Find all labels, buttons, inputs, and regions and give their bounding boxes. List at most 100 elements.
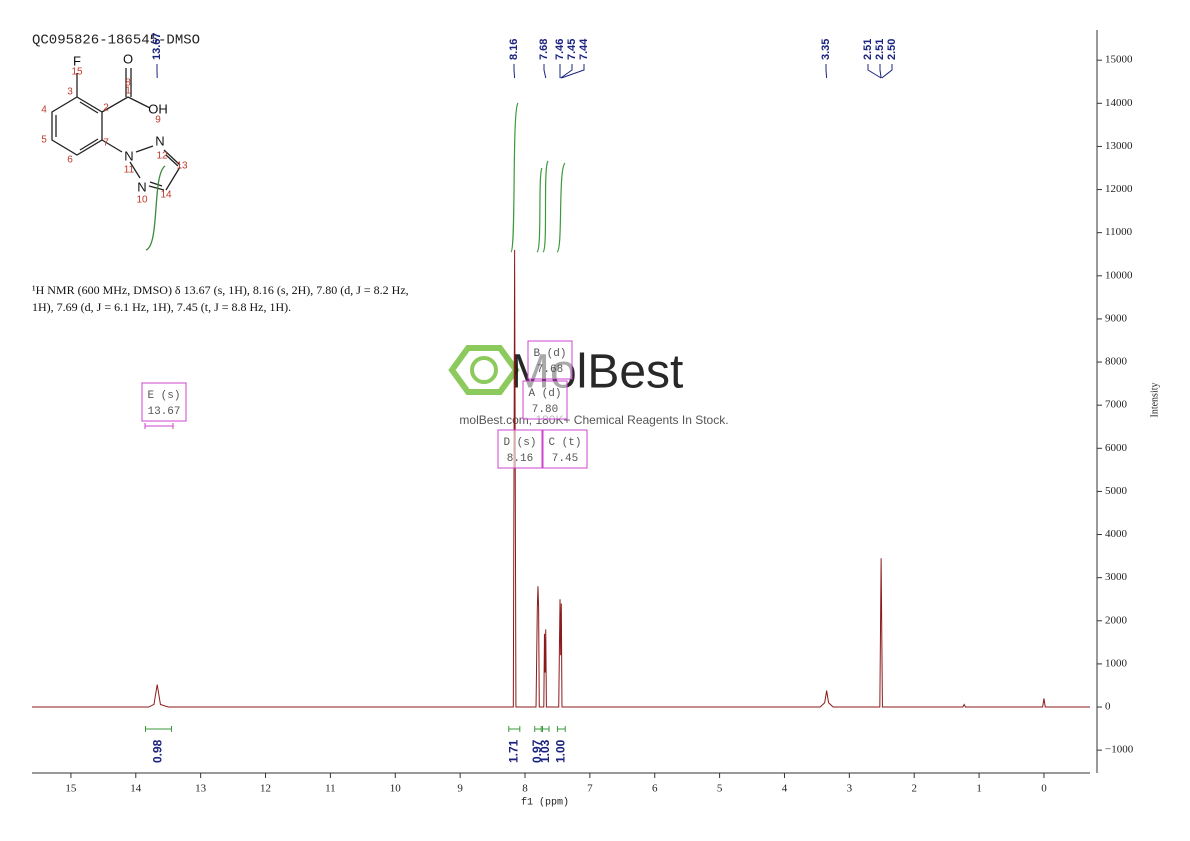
atom-number: 11 [124,165,135,176]
atom-label: F [73,53,81,68]
x-tick-label: 15 [65,783,77,795]
description-line: 1H), 7.69 (d, J = 6.1 Hz, 1H), 7.45 (t, … [32,300,291,314]
integral-curve [536,167,543,253]
y-tick-label: 13000 [1105,140,1133,152]
atom-number: 13 [176,161,188,172]
integral-label: 1.00 [553,739,567,763]
y-tick-label: 15000 [1105,54,1133,66]
atom-number: 15 [71,67,83,78]
peak-connector [513,64,516,79]
x-axis-label: f1 (ppm) [521,797,569,809]
y-tick-label: 12000 [1105,183,1133,195]
multiplet-name: A (d) [528,388,561,400]
peak-label: 2.50 [886,39,898,60]
peak-label: 7.46 [554,39,566,60]
x-tick-label: 14 [130,783,142,795]
y-tick-label: 10000 [1105,269,1133,281]
integral-bracket [542,726,550,732]
peak-connector [825,64,828,79]
atom-label: O [123,51,133,66]
x-tick-label: 0 [1041,783,1047,795]
atom-number: 14 [160,190,172,201]
logo-ring [470,356,498,384]
bond [101,139,123,153]
integral-label: 1.71 [506,739,520,763]
x-tick-label: 4 [782,783,788,795]
watermark-logo [448,345,520,395]
x-tick-label: 11 [325,783,336,795]
bond [127,96,151,109]
chart-title: QC095826-186545-DMSO [32,33,200,49]
integral-label: 0.98 [151,739,165,763]
integral-label: 1.03 [538,739,552,763]
integral-bracket [508,726,521,732]
integral-label: 0.97 [530,739,544,763]
multiplet-box [522,380,568,420]
atom-number: 2 [103,103,109,114]
atom-number: 5 [41,135,47,146]
y-tick-label: 3000 [1105,571,1128,583]
atom-number: 9 [155,115,161,126]
double-bond [79,138,99,151]
multiplet-shift: 13.67 [147,406,180,418]
atom-number: 10 [136,195,148,206]
bond [101,96,129,113]
peak-connector [879,64,882,79]
double-bond [165,154,179,167]
x-tick-label: 7 [587,783,593,795]
y-tick-label: 8000 [1105,356,1128,368]
multiplet-name: B (d) [533,348,566,360]
y-tick-label: 2000 [1105,614,1128,626]
atom-number: 8 [125,78,131,89]
bond [163,149,181,166]
atom-number: 1 [125,86,131,97]
integral-bracket [145,726,172,732]
atom-label: N [155,133,164,148]
peak-connector [561,64,585,79]
multiplet-name: E (s) [147,390,180,402]
y-tick-label: 6000 [1105,442,1128,454]
x-tick-label: 1 [976,783,982,795]
atom-number: 4 [41,105,47,116]
x-tick-label: 2 [911,783,917,795]
peak-connector [881,64,893,79]
peak-label: 2.51 [862,39,874,60]
atom-number: 7 [103,138,109,149]
multiplet-name: D (s) [503,437,536,449]
x-tick-label: 13 [195,783,207,795]
peak-connector [560,64,573,79]
peak-label: 8.16 [508,39,520,60]
peak-label: 7.45 [566,39,578,60]
double-bond [149,181,163,187]
peak-label: 7.68 [538,39,550,60]
peak-label: 2.51 [874,39,886,60]
y-tick-label: 0 [1105,701,1111,713]
peak-label: 3.35 [820,39,832,60]
x-tick-label: 12 [260,783,271,795]
multiplet-shift: 7.68 [537,364,563,376]
x-tick-label: 3 [847,783,853,795]
integral-curve [542,160,549,253]
x-tick-label: 5 [717,783,723,795]
y-tick-label: 9000 [1105,312,1128,324]
benzene-ring [51,96,103,156]
logo-hexagon [448,345,520,395]
atom-label: N [124,148,133,163]
peak-connector [543,64,547,79]
multiplet-box [497,429,543,469]
atom-label: N [137,179,146,194]
multiplet-box [542,429,588,469]
atom-number: 3 [67,87,73,98]
spectrum-line [32,249,1090,708]
description-line: ¹H NMR (600 MHz, DMSO) δ 13.67 (s, 1H), … [32,283,409,297]
integral-bracket [534,726,542,732]
peak-label: 13.67 [151,32,163,60]
integral-curves [510,102,566,253]
bond [148,185,165,191]
x-tick-label: 9 [457,783,463,795]
peak-label: 7.44 [578,38,590,60]
y-tick-label: 7000 [1105,399,1128,411]
watermark-subtitle: molBest.com, 180K+ Chemical Reagents In … [459,413,728,427]
